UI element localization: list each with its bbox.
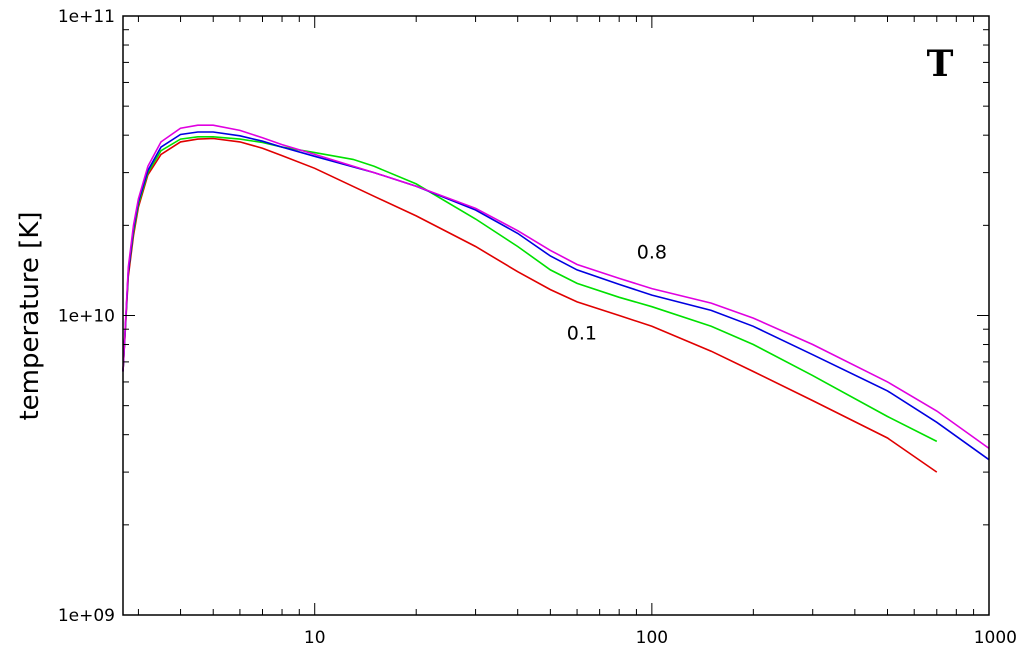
series-line-3 xyxy=(122,124,990,450)
x-tick-label-2: 1000 xyxy=(974,628,1017,648)
series-curves xyxy=(122,124,990,473)
series-line-2 xyxy=(122,131,990,461)
curve-label-1: 0.1 xyxy=(567,323,597,345)
y-axis-label: temperature [K] xyxy=(15,211,45,420)
series-line-0 xyxy=(122,137,938,473)
tick-labels: 10 100 1000 1e+09 1e+10 1e+11 xyxy=(58,7,1017,648)
y-tick-label-1: 1e+10 xyxy=(58,307,115,327)
curve-label-0: 0.8 xyxy=(637,241,667,263)
series-line-1 xyxy=(122,136,938,443)
x-tick-label-0: 10 xyxy=(304,628,326,648)
y-tick-label-2: 1e+11 xyxy=(58,7,115,27)
chart-title: T xyxy=(927,43,954,85)
y-tick-label-0: 1e+09 xyxy=(58,606,115,626)
x-tick-label-1: 100 xyxy=(636,628,668,648)
plot-frame xyxy=(122,15,990,616)
axis-ticks xyxy=(123,15,990,616)
curve-annotations: 0.8 0.1 xyxy=(567,241,667,344)
